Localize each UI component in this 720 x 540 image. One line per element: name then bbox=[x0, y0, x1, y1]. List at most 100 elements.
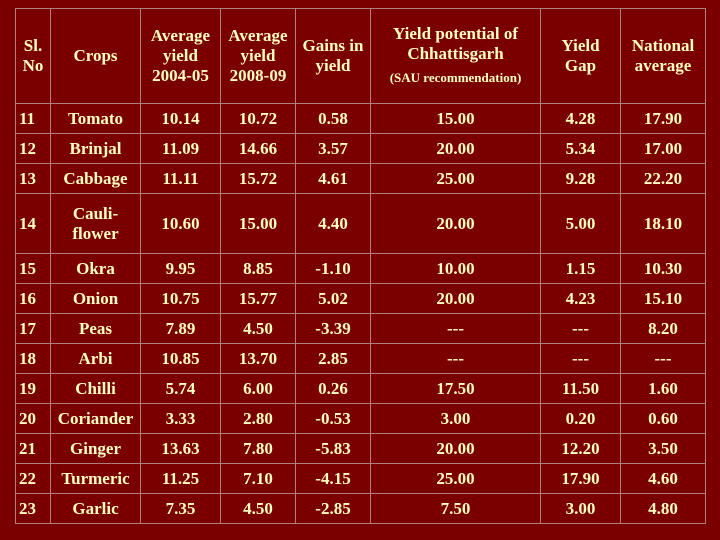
table-cell: 4.50 bbox=[220, 313, 296, 344]
table-row: 22 Turmeric 11.25 7.10 -4.15 25.00 17.90 4.60 bbox=[15, 463, 706, 494]
table-cell: 12 bbox=[15, 133, 51, 164]
table-cell: 11.09 bbox=[140, 133, 221, 164]
table-cell: Chilli bbox=[50, 373, 141, 404]
table-cell: 7.50 bbox=[370, 493, 541, 524]
table-row: 18 Arbi 10.85 13.70 2.85 --- --- --- bbox=[15, 343, 706, 374]
table-cell: 9.28 bbox=[540, 163, 621, 194]
table-cell: --- bbox=[370, 313, 541, 344]
header-text: Yield potential of Chhattisgarh bbox=[393, 24, 518, 63]
table-cell: 17 bbox=[15, 313, 51, 344]
table-cell: 17.90 bbox=[540, 463, 621, 494]
table-row: 19 Chilli 5.74 6.00 0.26 17.50 11.50 1.60 bbox=[15, 373, 706, 404]
table-cell: 10.30 bbox=[620, 253, 706, 284]
data-table: Sl. No Crops Average yield 2004-05 Average … bbox=[15, 8, 706, 524]
table-cell: 7.35 bbox=[140, 493, 221, 524]
table-cell: --- bbox=[620, 343, 706, 374]
table-cell: 25.00 bbox=[370, 463, 541, 494]
table-row: 21 Ginger 13.63 7.80 -5.83 20.00 12.20 3.50 bbox=[15, 433, 706, 464]
table-cell: Coriander bbox=[50, 403, 141, 434]
table-cell: 5.02 bbox=[295, 283, 371, 314]
table-cell: 11 bbox=[15, 103, 51, 134]
table-cell: 4.50 bbox=[220, 493, 296, 524]
table-cell: 20.00 bbox=[370, 283, 541, 314]
table-cell: 14 bbox=[15, 193, 51, 254]
table-cell: -3.39 bbox=[295, 313, 371, 344]
table-row: 14 Cauli- flower 10.60 15.00 4.40 20.00 5.00 18… bbox=[15, 193, 706, 254]
table-cell: 4.61 bbox=[295, 163, 371, 194]
table-cell: 4.80 bbox=[620, 493, 706, 524]
table-cell: 11.50 bbox=[540, 373, 621, 404]
table-cell: 8.85 bbox=[220, 253, 296, 284]
table-cell: -2.85 bbox=[295, 493, 371, 524]
table-row: 20 Coriander 3.33 2.80 -0.53 3.00 0.20 0.60 bbox=[15, 403, 706, 434]
table-cell: 14.66 bbox=[220, 133, 296, 164]
table-cell: 13 bbox=[15, 163, 51, 194]
table-cell: 3.33 bbox=[140, 403, 221, 434]
table-cell: Brinjal bbox=[50, 133, 141, 164]
table-cell: 2.85 bbox=[295, 343, 371, 374]
table-cell: 15 bbox=[15, 253, 51, 284]
table-cell: 20.00 bbox=[370, 433, 541, 464]
table-cell: Cauli- flower bbox=[50, 193, 141, 254]
table-wrap: Sl. No Crops Average yield 2004-05 Average … bbox=[15, 8, 706, 524]
table-cell: 3.57 bbox=[295, 133, 371, 164]
table-cell: 15.72 bbox=[220, 163, 296, 194]
table-cell: 20.00 bbox=[370, 193, 541, 254]
table-cell: 5.34 bbox=[540, 133, 621, 164]
header-cell: Yield Gap bbox=[540, 8, 621, 104]
table-cell: 20.00 bbox=[370, 133, 541, 164]
table-cell: 16 bbox=[15, 283, 51, 314]
table-cell: 10.14 bbox=[140, 103, 221, 134]
table-row: 23 Garlic 7.35 4.50 -2.85 7.50 3.00 4.80 bbox=[15, 493, 706, 524]
table-cell: 11.11 bbox=[140, 163, 221, 194]
header-cell: Average yield 2008-09 bbox=[220, 8, 296, 104]
header-cell: National average bbox=[620, 8, 706, 104]
table-cell: 1.15 bbox=[540, 253, 621, 284]
table-cell: 18 bbox=[15, 343, 51, 374]
table-cell: Garlic bbox=[50, 493, 141, 524]
table-cell: Cabbage bbox=[50, 163, 141, 194]
table-cell: 9.95 bbox=[140, 253, 221, 284]
table-cell: 21 bbox=[15, 433, 51, 464]
table-cell: 15.10 bbox=[620, 283, 706, 314]
table-row: 16 Onion 10.75 15.77 5.02 20.00 4.23 15.10 bbox=[15, 283, 706, 314]
table-cell: 10.75 bbox=[140, 283, 221, 314]
table-cell: 10.60 bbox=[140, 193, 221, 254]
header-row: Sl. No Crops Average yield 2004-05 Average … bbox=[15, 8, 706, 104]
table-cell: 0.60 bbox=[620, 403, 706, 434]
table-cell: 3.00 bbox=[540, 493, 621, 524]
table-cell: 19 bbox=[15, 373, 51, 404]
table-cell: Onion bbox=[50, 283, 141, 314]
table-cell: 12.20 bbox=[540, 433, 621, 464]
table-cell: Tomato bbox=[50, 103, 141, 134]
header-cell: Sl. No bbox=[15, 8, 51, 104]
table-cell: 2.80 bbox=[220, 403, 296, 434]
table-cell: 17.00 bbox=[620, 133, 706, 164]
table-cell: 13.63 bbox=[140, 433, 221, 464]
table-row: 15 Okra 9.95 8.85 -1.10 10.00 1.15 10.30 bbox=[15, 253, 706, 284]
table-cell: 4.23 bbox=[540, 283, 621, 314]
table-cell: -5.83 bbox=[295, 433, 371, 464]
table-cell: 20 bbox=[15, 403, 51, 434]
header-cell: Yield potential of Chhattisgarh (SAU reco… bbox=[370, 8, 541, 104]
table-cell: 18.10 bbox=[620, 193, 706, 254]
table-cell: 5.74 bbox=[140, 373, 221, 404]
table-cell: 3.50 bbox=[620, 433, 706, 464]
table-cell: 6.00 bbox=[220, 373, 296, 404]
table-cell: 17.90 bbox=[620, 103, 706, 134]
table-cell: 10.72 bbox=[220, 103, 296, 134]
table-cell: 7.80 bbox=[220, 433, 296, 464]
table-cell: Ginger bbox=[50, 433, 141, 464]
table-cell: 8.20 bbox=[620, 313, 706, 344]
table-cell: -1.10 bbox=[295, 253, 371, 284]
table-cell: 15.00 bbox=[220, 193, 296, 254]
table-cell: 15.00 bbox=[370, 103, 541, 134]
table-cell: 7.89 bbox=[140, 313, 221, 344]
table-body: 11 Tomato 10.14 10.72 0.58 15.00 4.28 17.90 12 Br… bbox=[15, 103, 706, 524]
table-cell: 15.77 bbox=[220, 283, 296, 314]
header-cell: Average yield 2004-05 bbox=[140, 8, 221, 104]
table-cell: --- bbox=[540, 313, 621, 344]
table-cell: 0.26 bbox=[295, 373, 371, 404]
table-row: 13 Cabbage 11.11 15.72 4.61 25.00 9.28 22.20 bbox=[15, 163, 706, 194]
table-row: 12 Brinjal 11.09 14.66 3.57 20.00 5.34 17.00 bbox=[15, 133, 706, 164]
